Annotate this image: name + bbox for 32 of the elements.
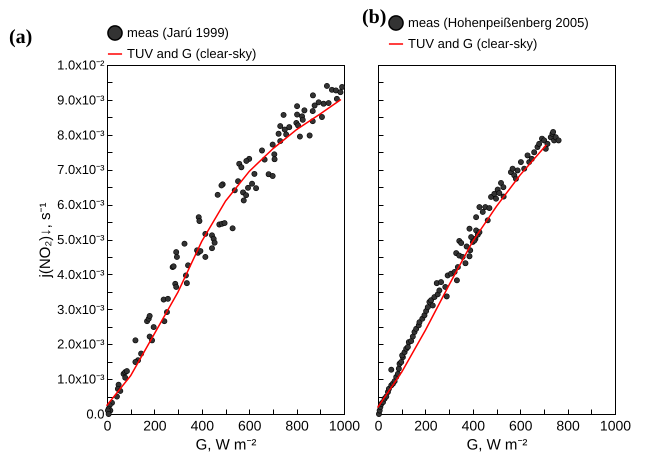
y-tick-label: 9.0x10⁻³ xyxy=(57,92,106,108)
x-tick-label: 0 xyxy=(374,418,383,434)
y-tick-label: 7.0x10⁻³ xyxy=(57,162,106,178)
x-tick-label: 600 xyxy=(509,418,533,434)
x-tick-label: 400 xyxy=(190,418,214,434)
y-tick-label: 5.0x10⁻³ xyxy=(57,232,106,247)
y-axis-title: j(NO₂)↓, s⁻¹ xyxy=(37,202,54,278)
x-tick-label: 200 xyxy=(143,418,167,434)
x-axis-title: G, W m⁻² xyxy=(196,436,256,454)
x-tick-label: 400 xyxy=(462,418,486,434)
chart-title: (b) xyxy=(362,6,386,28)
legend-label: TUV and G (clear-sky) xyxy=(127,46,256,61)
y-tick-label: 2.0x10⁻³ xyxy=(57,336,106,352)
legend-label: TUV and G (clear-sky) xyxy=(408,36,538,51)
y-tick-label: 6.0x10⁻³ xyxy=(57,197,106,212)
y-tick-label: 8.0x10⁻³ xyxy=(57,127,106,142)
x-tick-label: 1000 xyxy=(328,418,360,434)
y-tick-label: 3.0x10⁻³ xyxy=(57,302,106,317)
y-tick-label: 1.0x10⁻³ xyxy=(57,372,106,387)
y-tick-label: 0.0 xyxy=(86,406,104,422)
x-tick-label: 200 xyxy=(414,418,438,434)
legend-label: meas (Jarú 1999) xyxy=(127,25,229,40)
y-tick-label: 4.0x10⁻³ xyxy=(57,266,106,282)
x-tick-label: 1000 xyxy=(600,418,632,434)
y-tick-label: 1.0x10⁻² xyxy=(57,58,106,72)
x-tick-label: 800 xyxy=(285,418,309,434)
chart-title: (a) xyxy=(9,26,32,48)
legend-label: meas (Hohenpeißenberg 2005) xyxy=(408,15,589,30)
x-tick-label: 600 xyxy=(238,418,262,434)
x-tick-label: 800 xyxy=(556,418,580,434)
x-axis-title: G, W m⁻² xyxy=(466,436,528,454)
x-tick-label: 0 xyxy=(104,418,112,434)
